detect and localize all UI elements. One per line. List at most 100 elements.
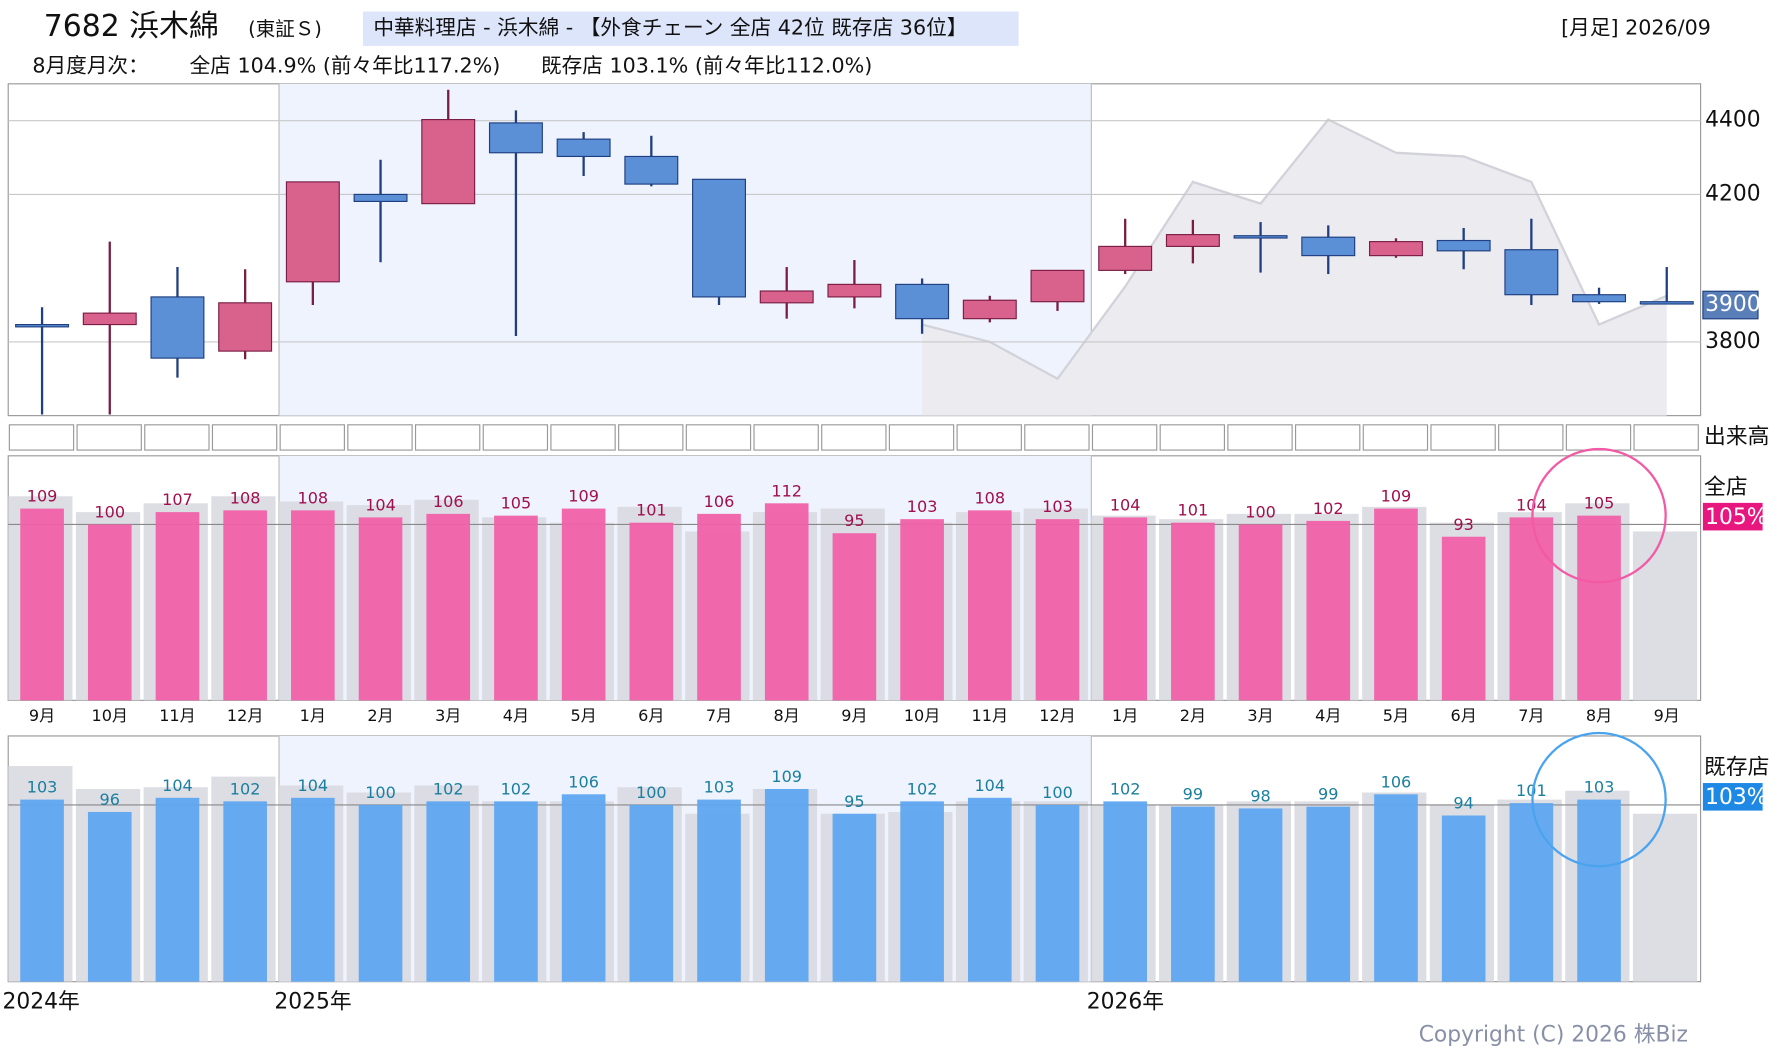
volume-cell xyxy=(1227,424,1293,451)
value-label: 106 xyxy=(704,492,735,511)
volume-cell xyxy=(279,424,345,451)
candle-body xyxy=(1572,294,1627,303)
candle-body xyxy=(1098,245,1153,271)
bar xyxy=(87,524,132,701)
bar xyxy=(1577,799,1621,982)
bar xyxy=(87,811,132,982)
bar xyxy=(561,508,606,701)
value-label: 109 xyxy=(27,487,58,506)
bar xyxy=(1238,524,1283,701)
value-label: 102 xyxy=(1313,499,1344,518)
bar xyxy=(155,797,200,982)
x-tick-label: 2月 xyxy=(367,706,393,725)
value-label: 103 xyxy=(1042,497,1073,516)
value-label: 102 xyxy=(1110,779,1141,798)
value-label: 108 xyxy=(230,488,261,507)
candle-body xyxy=(150,296,205,359)
year-label: 2024年 xyxy=(2,989,79,1014)
candle-body xyxy=(285,181,340,283)
value-label: 104 xyxy=(162,776,193,795)
bar xyxy=(1509,803,1554,982)
candle-body xyxy=(82,312,137,326)
value-label: 107 xyxy=(162,490,193,509)
candle-body xyxy=(1504,249,1559,296)
candle-body xyxy=(218,302,273,352)
candle-body xyxy=(624,155,679,185)
bar xyxy=(697,513,741,701)
summary-existing: 既存店 103.1% (前々年比112.0%) xyxy=(541,54,872,78)
value-label: 100 xyxy=(1245,502,1276,521)
value-label: 106 xyxy=(568,772,599,791)
bar xyxy=(358,517,403,701)
candle-body xyxy=(15,323,70,328)
bar xyxy=(1171,806,1215,982)
value-label: 95 xyxy=(844,792,864,811)
value-label: 104 xyxy=(974,776,1005,795)
x-tick-label: 9月 xyxy=(841,706,867,725)
x-tick-label: 12月 xyxy=(1039,706,1076,725)
value-label: 102 xyxy=(230,779,261,798)
bar xyxy=(629,522,674,701)
x-tick-label: 9月 xyxy=(29,706,55,725)
candle-body xyxy=(962,299,1017,320)
bar xyxy=(764,503,809,701)
candle-body xyxy=(759,290,814,304)
value-label: 103 xyxy=(1584,778,1615,797)
x-tick-label: 11月 xyxy=(972,706,1009,725)
bar xyxy=(1509,517,1554,701)
bar xyxy=(1306,520,1351,701)
value-label: 106 xyxy=(1381,772,1412,791)
volume-cell xyxy=(1294,424,1361,451)
x-tick-label: 6月 xyxy=(638,706,664,725)
prev-bar xyxy=(1632,531,1698,701)
bar xyxy=(494,801,538,982)
highlight-circle xyxy=(1531,447,1667,584)
value-label: 104 xyxy=(298,776,329,795)
volume-cell xyxy=(888,424,955,451)
volume-cell xyxy=(821,424,887,451)
volume-cell xyxy=(618,424,684,451)
candle-body xyxy=(827,283,882,298)
value-label: 112 xyxy=(771,481,802,500)
volume-cell xyxy=(8,424,75,451)
y-tick-label: 4200 xyxy=(1705,181,1760,206)
copyright: Copyright (C) 2026 株Biz xyxy=(1419,1023,1688,1048)
x-tick-label: 7月 xyxy=(1518,706,1544,725)
bar xyxy=(223,801,267,982)
value-label: 104 xyxy=(365,495,396,514)
value-label: 93 xyxy=(1453,515,1473,534)
value-label: 98 xyxy=(1250,786,1270,805)
summary-all: 全店 104.9% (前々年比117.2%) xyxy=(190,54,501,78)
volume-cell xyxy=(956,424,1022,451)
value-label: 101 xyxy=(1516,781,1547,800)
x-tick-label: 1月 xyxy=(1112,706,1138,725)
value-label: 105 xyxy=(501,494,532,513)
value-label: 104 xyxy=(1516,495,1547,514)
bar xyxy=(832,813,877,982)
volume-label: 出来高 xyxy=(1704,424,1769,449)
candle-body xyxy=(1436,239,1491,252)
value-label: 104 xyxy=(1110,495,1141,514)
value-label: 108 xyxy=(974,488,1005,507)
volume-cell xyxy=(76,424,142,451)
candle-body xyxy=(421,119,476,205)
y-tick-label: 4400 xyxy=(1705,108,1760,133)
latest-box xyxy=(1702,783,1763,811)
volume-cell xyxy=(1498,424,1564,451)
value-label: 100 xyxy=(636,783,667,802)
volume-cell xyxy=(482,424,549,451)
x-tick-label: 5月 xyxy=(1383,706,1409,725)
bar xyxy=(1035,804,1080,982)
bar xyxy=(1035,519,1080,701)
exchange: (東証Ｓ) xyxy=(248,17,322,40)
volume-cell xyxy=(1024,424,1090,451)
volume-cell xyxy=(1565,424,1632,451)
value-label: 108 xyxy=(298,488,329,507)
value-label: 95 xyxy=(844,511,864,530)
candle-body xyxy=(1233,235,1288,239)
latest-label: 103% xyxy=(1705,785,1767,810)
x-tick-label: 11月 xyxy=(159,706,196,725)
prev-bar xyxy=(1632,813,1698,982)
bar xyxy=(1306,806,1351,982)
